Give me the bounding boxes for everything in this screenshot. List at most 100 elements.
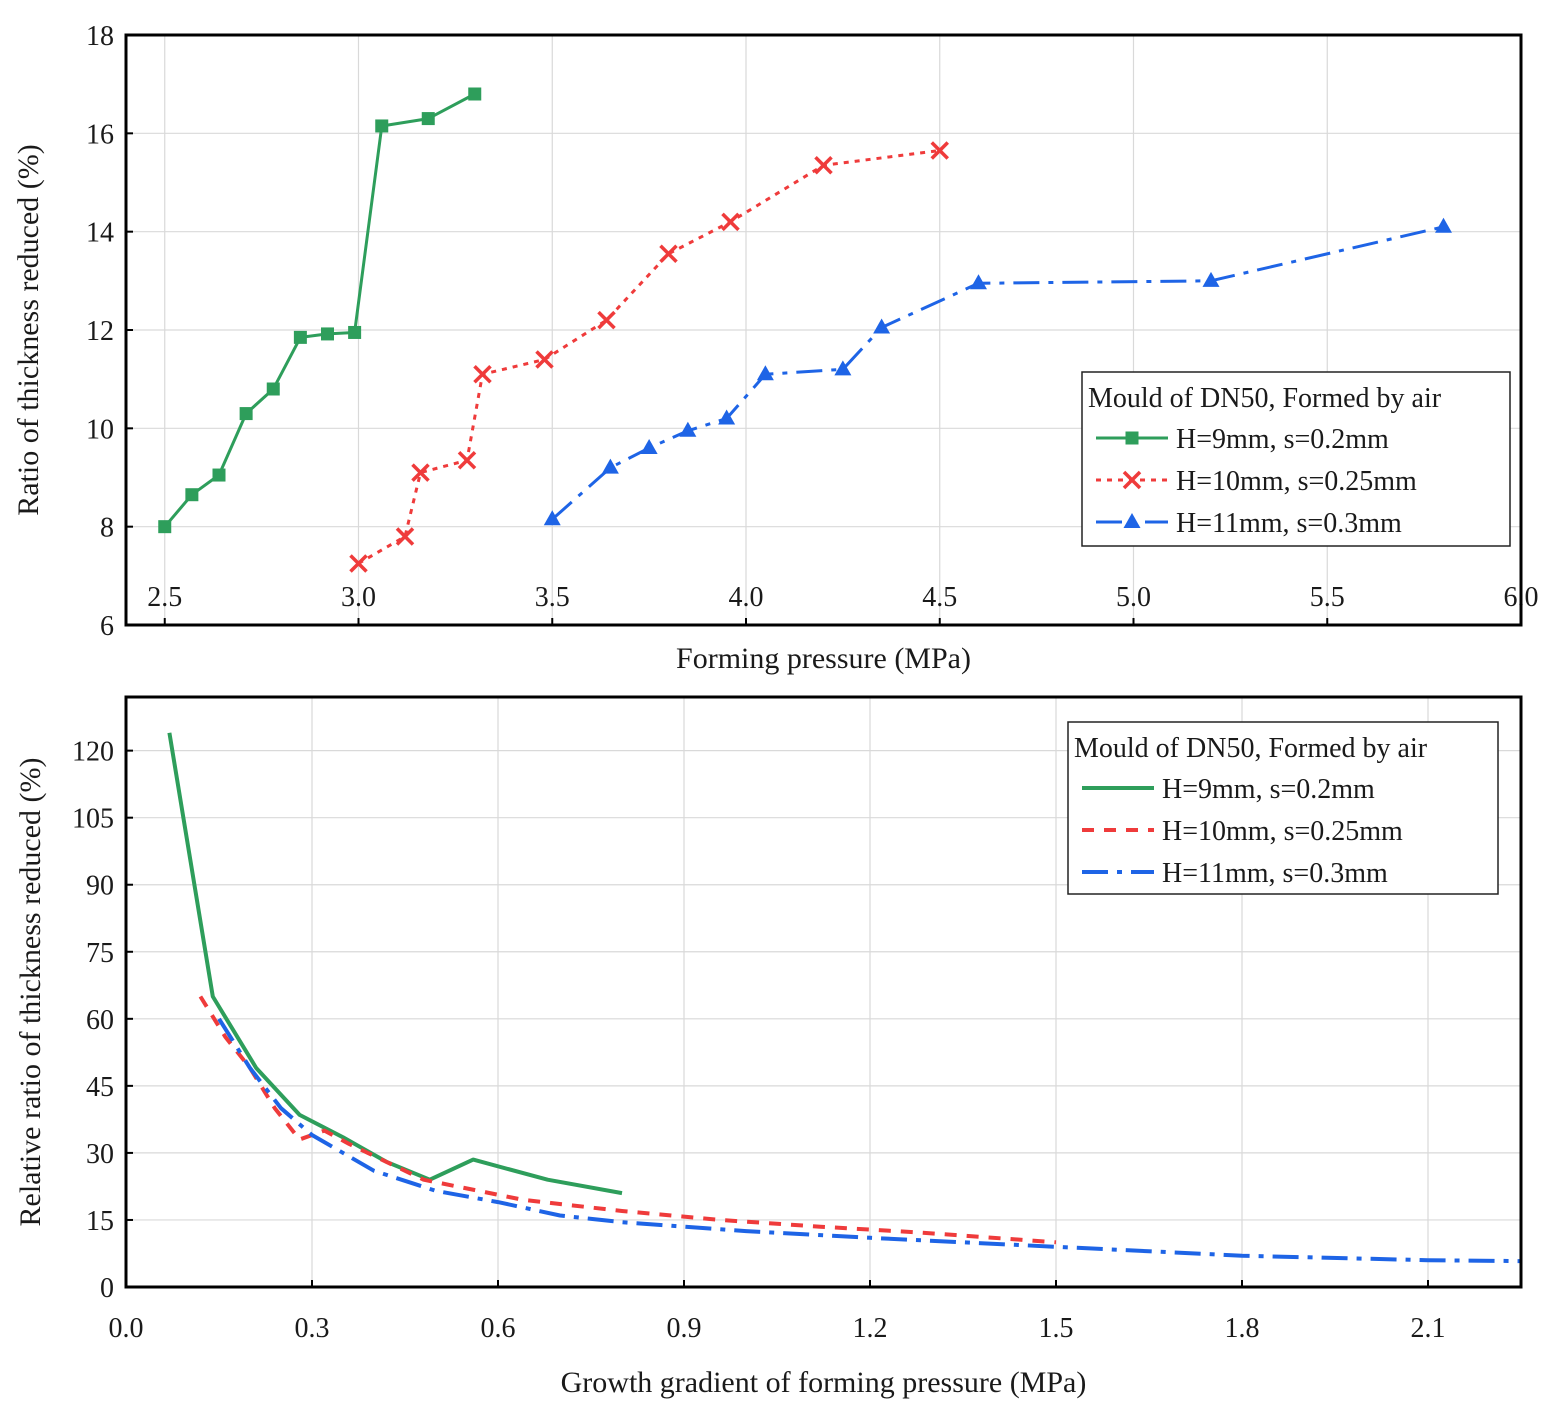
x-tick-label: 1.5 — [1039, 1313, 1074, 1344]
data-point — [640, 439, 658, 454]
y-tick-label: 75 — [86, 938, 114, 969]
axes: 2.5 3.0 3.5 4.0 4.5 5.0 5.5 6.0681012141618Form… — [12, 21, 1539, 675]
data-point — [375, 119, 389, 133]
y-tick-label: 105 — [72, 804, 114, 835]
plot-frame — [124, 33, 1523, 627]
data-point — [158, 520, 172, 534]
data-point — [930, 141, 949, 160]
series-1 — [158, 87, 482, 534]
legend-label-2: H=10mm, s=0.25mm — [1176, 466, 1417, 497]
chart-top: 2.5 3.0 3.5 4.0 4.5 5.0 5.5 6.0681012141618Form… — [12, 21, 1539, 675]
data-point-stroke-b — [659, 244, 678, 264]
data-point — [679, 421, 697, 437]
axes: 0.0 0.3 0.6 0.9 1.2 1.5 1.8 2.1 0 15 30 45 60 75 90 105… — [14, 737, 1446, 1399]
legend-marker-3 — [1123, 513, 1141, 528]
data-point — [1435, 217, 1452, 233]
y-tick-label: 30 — [86, 1139, 114, 1170]
data-point — [834, 360, 852, 376]
data-point-stroke-b — [597, 310, 616, 330]
series-line — [167, 732, 623, 1196]
data-point — [185, 488, 199, 502]
y-axis-label: Ratio of thickness reduced (%) — [12, 144, 45, 516]
x-tick-label: 1.2 — [853, 1313, 888, 1344]
legend-box — [1067, 721, 1499, 895]
series-line — [198, 995, 1057, 1245]
data-point-stroke-b — [395, 527, 415, 546]
data-point — [718, 409, 736, 425]
data-point-stroke-b — [473, 365, 492, 384]
series-1 — [167, 732, 623, 1196]
data-point — [543, 510, 561, 526]
legend-label-1: H=9mm, s=0.2mm — [1176, 424, 1389, 455]
data-point-stroke-b — [814, 156, 833, 175]
data-point — [535, 350, 554, 369]
y-tick-label: 90 — [86, 871, 114, 902]
legend: Mould of DN50, Formed by air H=9mm, s=0.2… — [1081, 371, 1511, 547]
data-point — [266, 382, 280, 396]
data-point — [1202, 271, 1220, 287]
series-2 — [198, 995, 1057, 1245]
data-point-stroke-b — [721, 212, 740, 232]
series-group — [167, 732, 1522, 1264]
legend-marker-2 — [1122, 470, 1142, 490]
x-axis-label: Growth gradient of forming pressure (MPa… — [561, 1366, 1087, 1399]
x-tick-label: 5.5 — [1310, 582, 1345, 613]
data-point — [348, 325, 362, 339]
x-tick-label: 0.9 — [667, 1313, 702, 1344]
series-line — [217, 1017, 1522, 1264]
data-point — [212, 468, 226, 482]
data-point — [321, 327, 334, 341]
data-point — [349, 554, 368, 573]
data-point-stroke-b — [535, 350, 554, 369]
x-tick-label: 2.5 — [147, 582, 182, 613]
data-point — [597, 310, 616, 330]
series-3 — [543, 217, 1452, 526]
series-2 — [349, 141, 949, 573]
legend-title: Mould of DN50, Formed by air — [1074, 733, 1428, 764]
grid — [125, 697, 1521, 1288]
data-point-stroke-b — [930, 141, 949, 160]
data-point — [756, 365, 774, 381]
data-point — [601, 458, 619, 474]
x-tick-label: 3.5 — [535, 582, 570, 613]
y-tick-label: 8 — [100, 513, 114, 544]
x-tick-label: 2.1 — [1411, 1313, 1446, 1344]
series-3 — [217, 1017, 1522, 1264]
chart-bottom: 0.0 0.3 0.6 0.9 1.2 1.5 1.8 2.1 0 15 30 45 60 75 90 105… — [14, 695, 1523, 1399]
data-point — [970, 274, 987, 290]
y-tick-label: 10 — [86, 414, 114, 445]
legend-title: Mould of DN50, Formed by air — [1088, 383, 1442, 414]
data-point-stroke-b — [457, 451, 477, 470]
data-point — [468, 87, 482, 101]
data-point — [239, 407, 253, 421]
data-point — [395, 527, 415, 546]
x-tick-label: 0.0 — [109, 1313, 144, 1344]
plot-frame — [124, 695, 1523, 1289]
legend-label-3: H=11mm, s=0.3mm — [1176, 508, 1402, 539]
y-axis-label: Relative ratio of thickness reduced (%) — [14, 758, 47, 1227]
legend-label-3: H=11mm, s=0.3mm — [1162, 858, 1388, 889]
data-point — [473, 365, 492, 384]
legend: Mould of DN50, Formed by air H=9mm, s=0.2… — [1067, 721, 1499, 895]
y-tick-label: 16 — [86, 119, 114, 150]
legend-marker-2-stroke-b — [1122, 470, 1142, 490]
y-tick-label: 45 — [86, 1072, 114, 1103]
data-point-stroke-b — [349, 554, 368, 573]
data-point — [873, 318, 891, 334]
data-point — [411, 463, 430, 482]
y-tick-label: 120 — [72, 737, 114, 768]
y-tick-label: 6 — [100, 611, 114, 642]
legend-label-1: H=9mm, s=0.2mm — [1162, 774, 1375, 805]
x-tick-label: 0.3 — [295, 1313, 330, 1344]
x-tick-label: 4.0 — [729, 582, 764, 613]
x-tick-label: 3.0 — [341, 582, 376, 613]
y-tick-label: 18 — [86, 21, 114, 52]
legend-marker-1 — [1125, 431, 1139, 445]
data-point-stroke-b — [411, 463, 430, 482]
data-point — [421, 112, 435, 126]
x-tick-label: 5.0 — [1116, 582, 1151, 613]
data-point — [721, 212, 740, 232]
y-tick-label: 60 — [86, 1005, 114, 1036]
legend-label-2: H=10mm, s=0.25mm — [1162, 816, 1403, 847]
